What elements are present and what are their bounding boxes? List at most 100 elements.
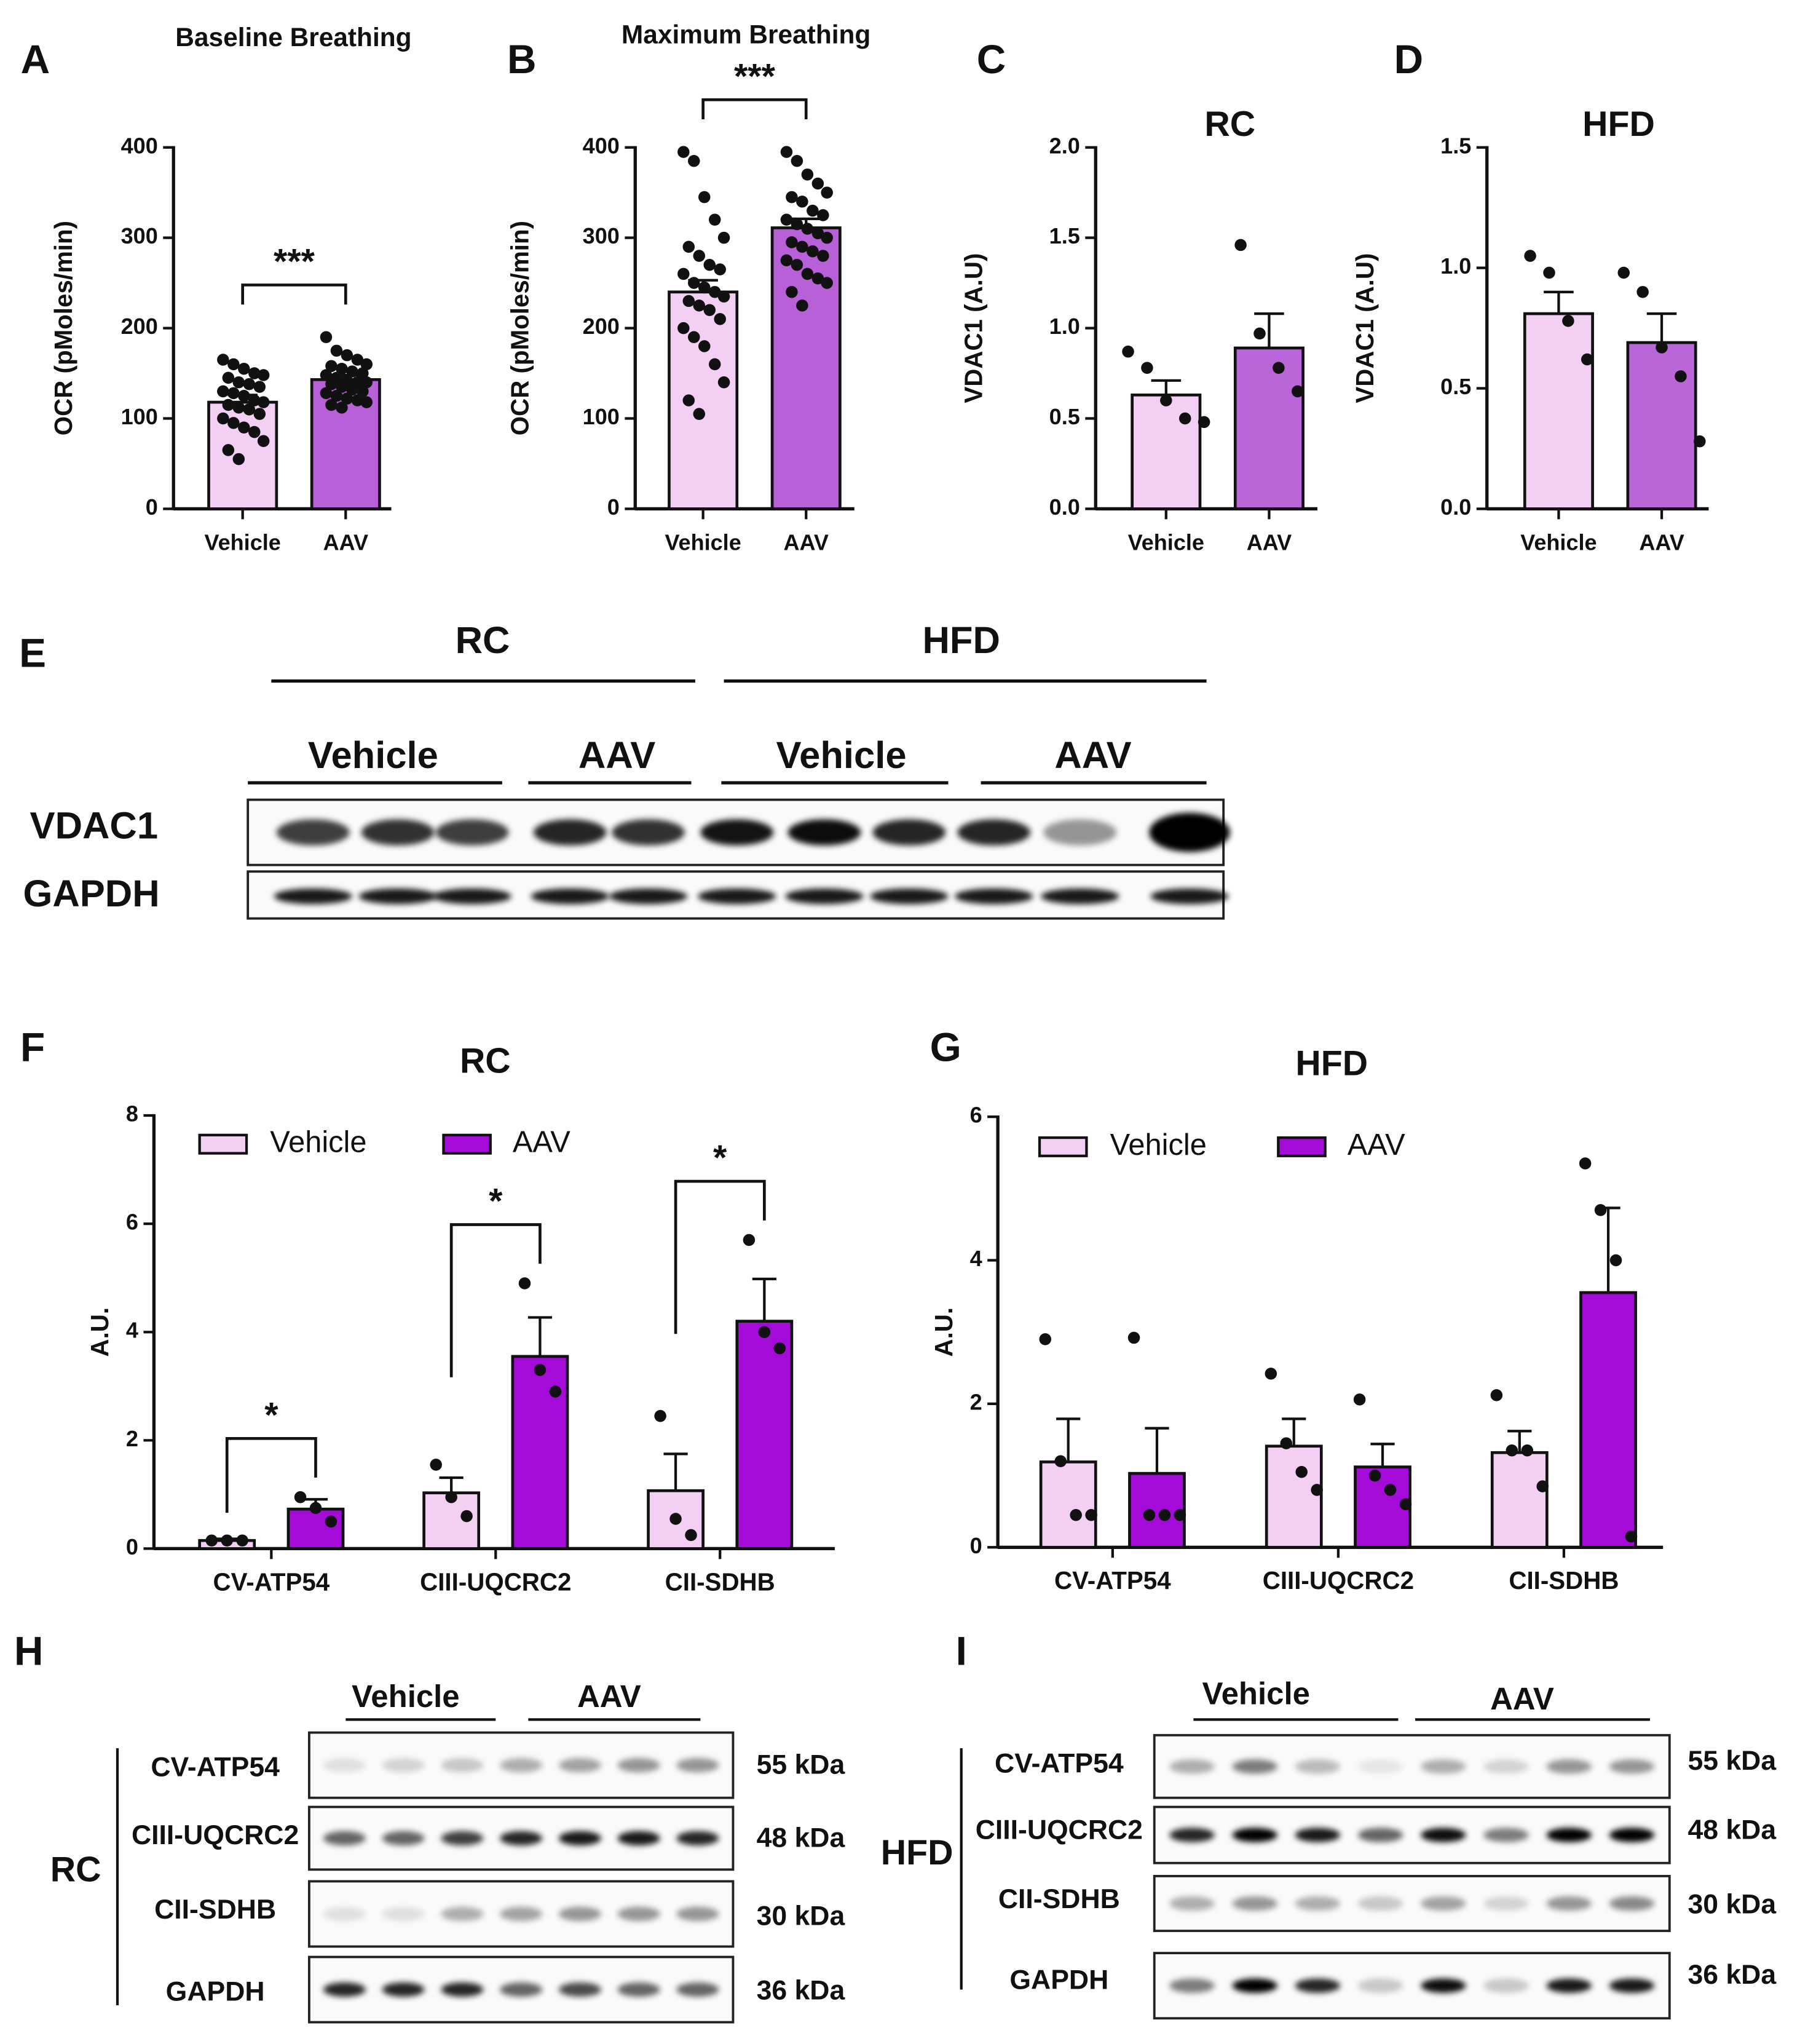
blot-size-label: 55 kDa <box>757 1749 846 1780</box>
x-tick-label: Vehicle <box>205 529 281 555</box>
data-point <box>320 387 333 400</box>
blot-row-label: GAPDH <box>166 1977 265 2007</box>
data-point <box>460 1510 473 1523</box>
y-axis-label: VDAC1 (A.U) <box>960 253 988 403</box>
data-point <box>222 444 235 456</box>
blot-band <box>382 1906 425 1922</box>
data-point <box>325 378 338 390</box>
blot-band <box>1295 1896 1341 1911</box>
data-point <box>708 286 721 298</box>
chart-title: Maximum Breathing <box>622 20 870 49</box>
data-point <box>1399 1498 1412 1511</box>
blot-band <box>676 1906 719 1922</box>
blot-band <box>1483 1978 1529 1993</box>
data-point <box>698 191 711 204</box>
blot-size-label: 55 kDa <box>1688 1746 1777 1776</box>
data-point <box>1581 353 1593 366</box>
blot-band <box>1609 1759 1655 1774</box>
data-point <box>708 358 721 371</box>
y-tick-label: 100 <box>583 404 620 429</box>
bar <box>1579 1291 1637 1549</box>
data-point <box>1295 1466 1308 1478</box>
data-point <box>677 322 690 335</box>
blot-band <box>788 819 861 846</box>
data-point <box>677 267 690 280</box>
data-point <box>1141 362 1153 374</box>
data-point <box>253 381 266 393</box>
subgroup-label: Vehicle <box>308 734 438 777</box>
data-point <box>248 394 261 406</box>
y-tick-label: 300 <box>583 223 620 248</box>
y-tick-label: 2 <box>126 1426 138 1451</box>
subgroup-label: AAV <box>577 1679 641 1714</box>
data-point <box>786 191 798 204</box>
y-tick-label: 6 <box>126 1210 138 1235</box>
blot-band <box>698 888 776 905</box>
data-point <box>717 290 730 303</box>
data-point <box>534 1364 547 1376</box>
blot-band <box>500 1831 543 1846</box>
data-point <box>807 204 819 217</box>
data-point <box>1122 346 1134 358</box>
y-tick-label: 1.0 <box>1440 253 1471 279</box>
subgroup-label: Vehicle <box>776 734 907 777</box>
legend-label: AAV <box>1348 1128 1405 1162</box>
data-point <box>217 385 229 398</box>
legend-swatch <box>442 1133 492 1155</box>
data-point <box>351 354 364 366</box>
blot-row-label: GAPDH <box>1009 1965 1108 1995</box>
data-point <box>1353 1393 1366 1406</box>
data-point <box>320 369 333 381</box>
x-tick-label: CV-ATP54 <box>213 1568 330 1596</box>
x-tick-label: Vehicle <box>665 529 741 555</box>
data-point <box>1656 341 1668 354</box>
significance-label: * <box>264 1395 278 1435</box>
significance-bracket <box>241 283 347 305</box>
significance-label: * <box>489 1182 503 1221</box>
blot-band <box>531 888 609 905</box>
blot-band <box>870 888 949 905</box>
data-point <box>227 358 240 371</box>
data-point <box>817 250 829 262</box>
data-point <box>330 344 343 357</box>
bar <box>1128 1472 1186 1549</box>
data-point <box>1292 385 1304 398</box>
blot-band <box>558 1906 601 1922</box>
data-point <box>346 383 358 396</box>
data-point <box>1253 327 1266 340</box>
panel-letter: B <box>507 36 537 82</box>
data-point <box>325 1515 338 1528</box>
legend-label: Vehicle <box>1110 1128 1207 1162</box>
data-point <box>796 196 808 208</box>
data-point <box>360 376 373 389</box>
chart-title: HFD <box>1295 1044 1368 1083</box>
blot-band <box>441 1906 484 1922</box>
data-point <box>227 387 240 400</box>
data-point <box>688 155 700 167</box>
y-axis-label: A.U. <box>930 1307 958 1357</box>
blot-frame <box>1153 1733 1671 1799</box>
data-point <box>1280 1437 1293 1449</box>
data-point <box>714 263 726 275</box>
data-point <box>682 295 695 307</box>
blot-band <box>1357 1896 1403 1911</box>
blot-band <box>441 1982 484 1997</box>
data-point <box>294 1491 307 1503</box>
panel-letter: G <box>930 1024 961 1069</box>
data-point <box>693 408 706 420</box>
x-tick-label: CII-SDHB <box>1509 1567 1619 1594</box>
y-tick-label: 2 <box>970 1389 982 1414</box>
data-point <box>811 177 824 190</box>
significance-bracket <box>225 1436 317 1513</box>
y-tick-label: 100 <box>121 404 158 429</box>
blot-band <box>676 1982 719 1997</box>
blot-band <box>441 1831 484 1846</box>
x-tick-label: Vehicle <box>1128 529 1204 555</box>
y-tick-label: 0 <box>126 1534 138 1559</box>
legend-swatch <box>1277 1136 1327 1157</box>
y-tick-label: 0.0 <box>1049 494 1080 520</box>
blot-band <box>1546 1828 1592 1842</box>
subgroup-label: Vehicle <box>1202 1676 1309 1711</box>
blot-band <box>435 819 509 846</box>
